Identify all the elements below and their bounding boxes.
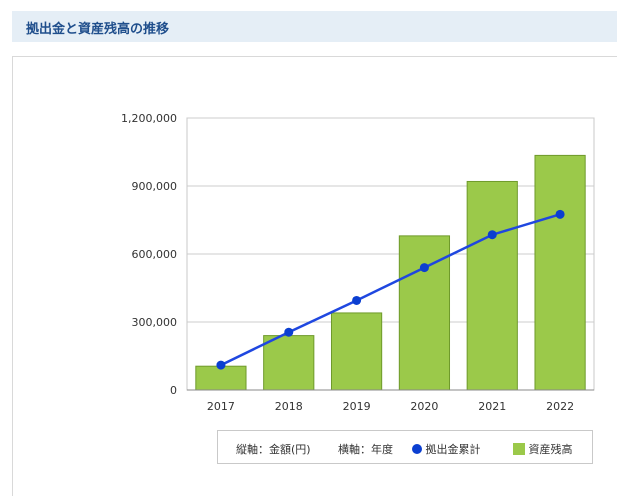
legend-horizontal-axis-note: 横軸：年度 bbox=[338, 443, 393, 456]
chart: 0 300,000 600,000 900,000 1,200,000 2017 2018 2… bbox=[121, 112, 595, 413]
x-tick-label: 2017 bbox=[207, 400, 235, 413]
line-point bbox=[284, 327, 294, 337]
x-tick-label: 2022 bbox=[546, 400, 574, 413]
line-point bbox=[216, 360, 226, 370]
x-tick-label: 2020 bbox=[410, 400, 438, 413]
line-point bbox=[419, 263, 429, 273]
chart-panel bbox=[12, 56, 617, 496]
section-title: 拠出金と資産残高の推移 bbox=[26, 22, 170, 37]
line-point bbox=[487, 230, 497, 240]
legend-item-contributions: 拠出金累計 bbox=[412, 441, 481, 457]
y-tick-label: 600,000 bbox=[132, 248, 178, 261]
bar bbox=[195, 365, 247, 391]
y-tick-label: 0 bbox=[170, 384, 177, 397]
legend-label-contributions: 拠出金累計 bbox=[425, 443, 481, 456]
x-tick-label: 2019 bbox=[343, 400, 371, 413]
y-tick-label: 1,200,000 bbox=[121, 112, 177, 125]
contributions-line bbox=[220, 213, 561, 367]
section-header: 拠出金と資産残高の推移 bbox=[12, 11, 617, 42]
x-tick-label: 2021 bbox=[478, 400, 506, 413]
line-point bbox=[555, 209, 565, 219]
legend-marker-line bbox=[412, 444, 422, 454]
x-tick-label: 2018 bbox=[275, 400, 303, 413]
legend-vertical-axis-note: 縦軸：金額(円) bbox=[236, 443, 311, 456]
bar bbox=[398, 235, 451, 391]
bar bbox=[534, 154, 586, 391]
bar bbox=[263, 335, 315, 391]
legend-label-balance: 資産残高 bbox=[528, 443, 573, 456]
y-tick-label: 300,000 bbox=[132, 316, 178, 329]
y-tick-label: 900,000 bbox=[132, 180, 178, 193]
line-point bbox=[352, 295, 362, 305]
bar bbox=[330, 312, 383, 391]
chart-legend: 縦軸：金額(円) 横軸：年度 拠出金累計 資産残高 bbox=[217, 430, 593, 464]
bar bbox=[466, 180, 518, 391]
legend-marker-bar bbox=[513, 443, 525, 455]
legend-item-balance: 資産残高 bbox=[513, 441, 573, 457]
